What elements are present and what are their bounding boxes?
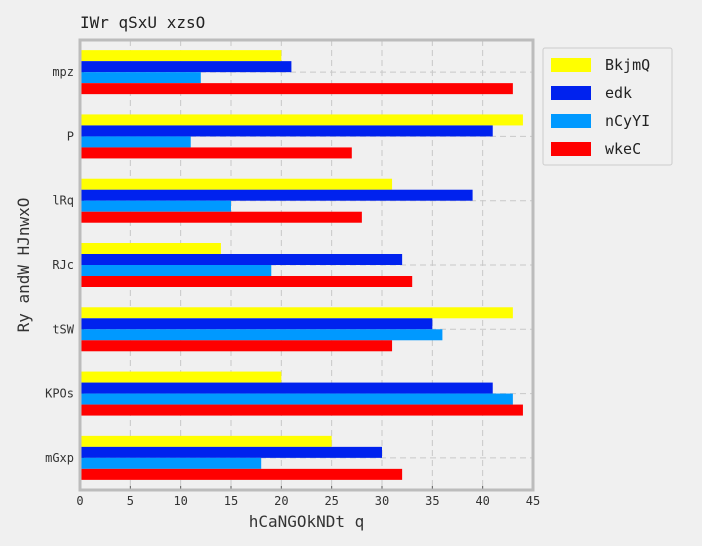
bar-wkeC-tSW [80, 340, 393, 352]
bar-wkeC-P [80, 147, 352, 159]
y-tick-label: mGxp [45, 451, 74, 465]
x-tick-label: 20 [274, 494, 288, 508]
bar-nCyYI-mpz [80, 72, 201, 84]
bar-edk-KPOs [80, 382, 493, 394]
bar-BkjmQ-RJc [80, 243, 221, 254]
x-tick-label: 0 [76, 494, 83, 508]
y-tick-label: RJc [52, 258, 74, 272]
y-tick-label: P [67, 129, 74, 143]
x-tick-label: 25 [324, 494, 338, 508]
bar-wkeC-KPOs [80, 404, 523, 416]
x-tick-label: 15 [224, 494, 238, 508]
bar-edk-mGxp [80, 446, 382, 458]
y-tick-label: tSW [52, 322, 74, 336]
bar-BkjmQ-lRq [80, 178, 393, 190]
x-tick-label: 10 [173, 494, 187, 508]
bar-nCyYI-tSW [80, 329, 443, 341]
y-axis-title: Ry andW HJnwxO [14, 198, 33, 333]
legend-label-edk: edk [605, 84, 632, 102]
bar-edk-tSW [80, 318, 433, 330]
bar-nCyYI-mGxp [80, 457, 262, 469]
bar-nCyYI-P [80, 136, 191, 148]
bar-edk-RJc [80, 254, 403, 265]
bar-nCyYI-KPOs [80, 393, 513, 405]
bar-BkjmQ-tSW [80, 307, 513, 319]
bar-BkjmQ-P [80, 114, 523, 126]
legend-swatch-nCyYI [551, 114, 591, 128]
y-tick-label: mpz [52, 65, 74, 79]
bar-wkeC-lRq [80, 211, 362, 223]
x-tick-label: 35 [425, 494, 439, 508]
x-axis-title: hCaNGOkNDt q [249, 512, 365, 531]
bar-nCyYI-lRq [80, 200, 231, 212]
legend-swatch-wkeC [551, 142, 591, 156]
legend-label-BkjmQ: BkjmQ [605, 56, 650, 74]
bar-edk-mpz [80, 61, 292, 73]
legend-label-wkeC: wkeC [605, 140, 641, 158]
legend-swatch-BkjmQ [551, 58, 591, 72]
chart-title: IWr qSxU xzsO [80, 13, 205, 32]
bar-BkjmQ-KPOs [80, 371, 282, 383]
legend-box [542, 47, 673, 166]
bar-wkeC-RJc [80, 276, 413, 287]
plot-frame [78, 38, 535, 492]
x-tick-label: 5 [127, 494, 134, 508]
y-tick-label: KPOs [45, 387, 74, 401]
x-tick-label: 45 [526, 494, 540, 508]
bar-nCyYI-RJc [80, 265, 272, 276]
bar-BkjmQ-mpz [80, 50, 282, 62]
y-tick-label: lRq [52, 194, 74, 208]
bar-wkeC-mGxp [80, 468, 403, 480]
bar-wkeC-mpz [80, 83, 513, 95]
bar-BkjmQ-mGxp [80, 435, 332, 447]
legend-swatch-edk [551, 86, 591, 100]
bar-edk-P [80, 125, 493, 137]
x-tick-label: 40 [475, 494, 489, 508]
bar-edk-lRq [80, 189, 473, 201]
x-tick-label: 30 [375, 494, 389, 508]
legend-label-nCyYI: nCyYI [605, 112, 650, 130]
